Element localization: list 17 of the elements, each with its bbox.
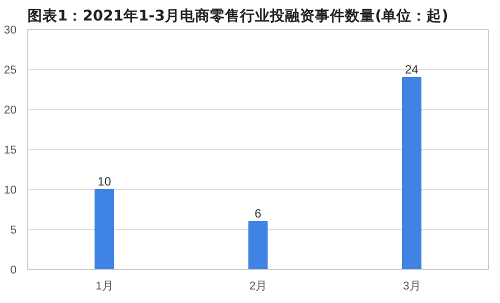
x-tick-label: 2月 — [249, 280, 267, 292]
y-tick-label: 20 — [4, 104, 17, 116]
y-tick-label: 15 — [4, 144, 17, 156]
y-tick-label: 0 — [10, 264, 17, 276]
x-tick-label: 3月 — [403, 280, 420, 292]
bar — [248, 221, 268, 270]
bar — [402, 77, 422, 270]
y-tick-label: 30 — [4, 24, 17, 36]
data-label: 10 — [98, 174, 112, 188]
y-tick-label: 25 — [4, 64, 17, 76]
y-tick-label: 5 — [10, 224, 17, 236]
chart-title: 图表1：2021年1-3月电商零售行业投融资事件数量(单位：起) — [28, 6, 448, 24]
bar — [94, 189, 114, 270]
y-tick-label: 10 — [4, 184, 17, 196]
data-label: 6 — [254, 206, 262, 220]
x-tick-label: 1月 — [96, 280, 113, 292]
data-label: 24 — [404, 62, 419, 76]
